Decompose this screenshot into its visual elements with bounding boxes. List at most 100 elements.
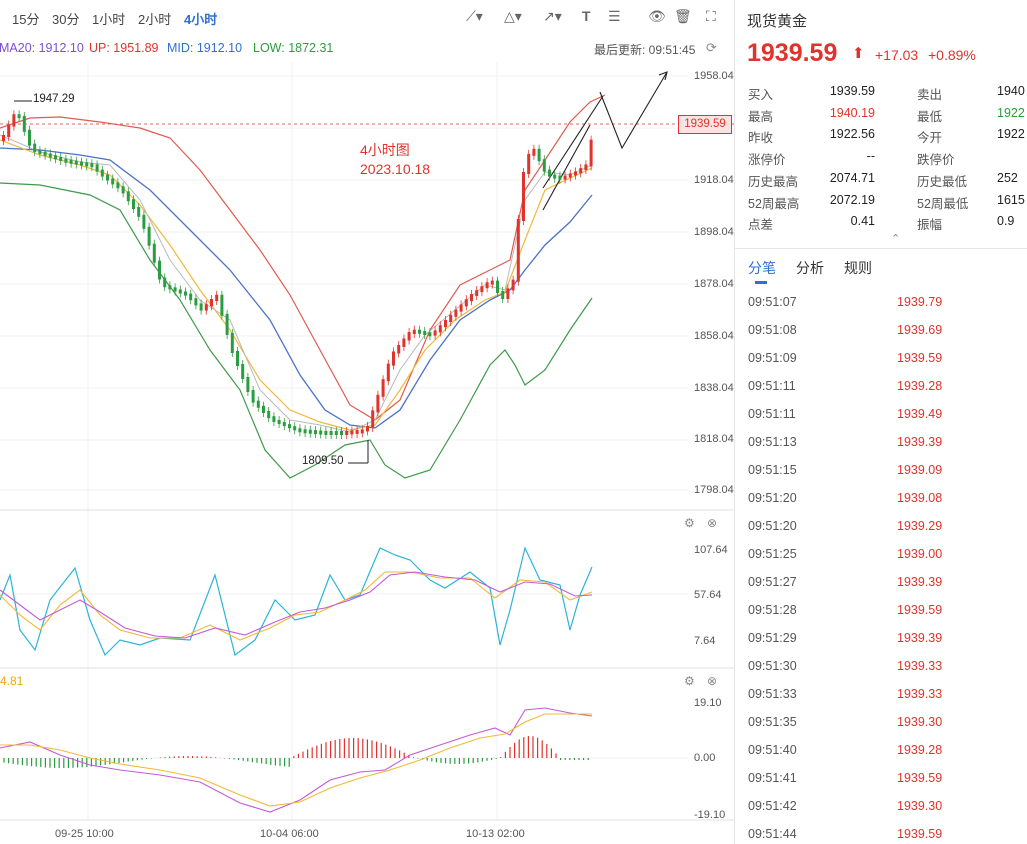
candle-body (407, 332, 411, 341)
macd-histogram (3, 736, 589, 768)
candle-body (303, 429, 307, 434)
candle-body (329, 431, 333, 435)
tab-indicator (755, 281, 767, 284)
tick-time: 09:51:42 (748, 799, 797, 813)
ma20-label: MA20: 1912.10 (0, 41, 84, 55)
tab-analysis[interactable]: 分析 (796, 260, 824, 276)
candle-body (537, 148, 541, 162)
fullscreen-icon[interactable]: ⛶ (706, 8, 716, 24)
divider (735, 248, 1027, 249)
timeframe-4h[interactable]: 4小时 (184, 12, 218, 27)
candle-body (28, 129, 31, 146)
candle-body (334, 431, 338, 435)
instrument-title: 现货黄金 (747, 13, 808, 30)
timeframe-1h[interactable]: 1小时 (92, 12, 126, 27)
candle-body (449, 314, 453, 322)
text-tool-icon[interactable]: T (582, 8, 591, 24)
ma-yellow-line (0, 139, 593, 431)
tick-price: 1939.59 (897, 771, 943, 785)
candle-body (386, 363, 390, 382)
candle-body (371, 410, 375, 428)
candle-body (220, 294, 224, 316)
tick-price: 1939.08 (897, 491, 943, 505)
shape-tool-icon[interactable]: △▾ (504, 8, 522, 24)
quote-stat-label: 涨停价 (748, 153, 786, 168)
collapse-icon[interactable]: ⌃ (891, 233, 901, 245)
candle-body (496, 280, 499, 293)
candle-body (464, 299, 468, 307)
candle-body (288, 424, 291, 429)
candle-body (584, 164, 588, 171)
candle-body (132, 199, 135, 209)
candle-body (74, 160, 78, 165)
candle-body (454, 309, 458, 317)
candle-body (126, 191, 130, 202)
candle-body (397, 345, 401, 354)
kdj-axis-tick: 7.64 (694, 635, 716, 647)
quote-stat-value: 1940 (997, 84, 1025, 98)
quote-price: 1939.59 (747, 39, 838, 67)
tick-time: 09:51:33 (748, 687, 797, 701)
candle-body (272, 416, 276, 422)
kdj-yellow-line (0, 571, 593, 641)
refresh-icon[interactable]: ⟳ (706, 40, 717, 55)
trend-line[interactable] (542, 95, 604, 211)
boll-upper-line (0, 94, 606, 421)
candle-body (64, 158, 68, 163)
candle-body (506, 288, 510, 299)
quote-stat-label: 52周最高 (748, 196, 800, 211)
tick-time: 09:51:44 (748, 827, 797, 841)
price-chart[interactable] (0, 0, 734, 844)
line-tool-icon[interactable]: ⟋▾ (466, 8, 483, 24)
tick-price: 1939.69 (897, 323, 943, 337)
macd-axis-tick: 0.00 (694, 752, 716, 764)
arrow-tool-icon[interactable]: ↗▾ (543, 8, 562, 24)
candle-body (511, 279, 515, 291)
quote-stat-value: 1615 (997, 192, 1025, 207)
tab-rules[interactable]: 规则 (844, 260, 872, 276)
tab-ticks[interactable]: 分笔 (748, 260, 776, 276)
kdj-cyan-line (0, 546, 593, 657)
candle-body (38, 150, 42, 155)
close-icon[interactable]: ⊗ (707, 674, 718, 688)
trash-icon[interactable]: 🗑 (674, 8, 692, 24)
macd-axis-tick: 19.10 (694, 697, 722, 709)
candle-body (366, 426, 369, 432)
candle-body (350, 430, 354, 435)
macd-dif-line (0, 707, 593, 813)
tick-time: 09:51:13 (748, 435, 797, 449)
boll-mid-line (0, 147, 593, 429)
list-tool-icon[interactable]: ☰ (608, 8, 621, 24)
candle-body (574, 171, 577, 176)
tick-price: 1939.00 (897, 547, 943, 561)
candle-body (116, 182, 120, 189)
quote-stat-label: 最高 (748, 109, 774, 124)
annotation-date[interactable]: 2023.10.18 (360, 161, 431, 177)
candle-body (152, 243, 156, 263)
timeframe-2h[interactable]: 2小时 (138, 12, 172, 27)
eye-icon[interactable]: 👁 (648, 8, 666, 24)
tick-price: 1939.28 (897, 743, 943, 757)
chart-area[interactable]: 15分 30分 1小时 2小时 4小时 ⟋▾ △▾ ↗▾ T ☰ 👁 🗑 ⛶ M… (0, 0, 734, 844)
annotation-title[interactable]: 4小时图 (360, 142, 410, 158)
candle-body (433, 330, 437, 336)
candle-body (12, 114, 16, 127)
candle-body (256, 400, 260, 408)
candle-body (579, 168, 583, 174)
settings-icon[interactable]: ⚙ (684, 516, 695, 530)
quote-stat-label: 买入 (748, 88, 774, 102)
close-icon[interactable]: ⊗ (707, 516, 718, 530)
timeframe-15m[interactable]: 15分 (12, 12, 40, 27)
tick-time: 09:51:25 (748, 547, 797, 561)
candle-body (501, 291, 505, 299)
candle-body (80, 161, 83, 166)
tick-time: 09:51:11 (748, 407, 796, 421)
settings-icon[interactable]: ⚙ (684, 674, 695, 688)
candle-body (184, 291, 187, 296)
candle-body (392, 351, 395, 366)
timeframe-30m[interactable]: 30分 (52, 12, 80, 27)
projection-arrow[interactable] (599, 71, 668, 150)
quote-stat-value: 1922.56 (829, 127, 875, 142)
tick-price: 1939.39 (897, 435, 943, 449)
candle-body (43, 151, 47, 156)
